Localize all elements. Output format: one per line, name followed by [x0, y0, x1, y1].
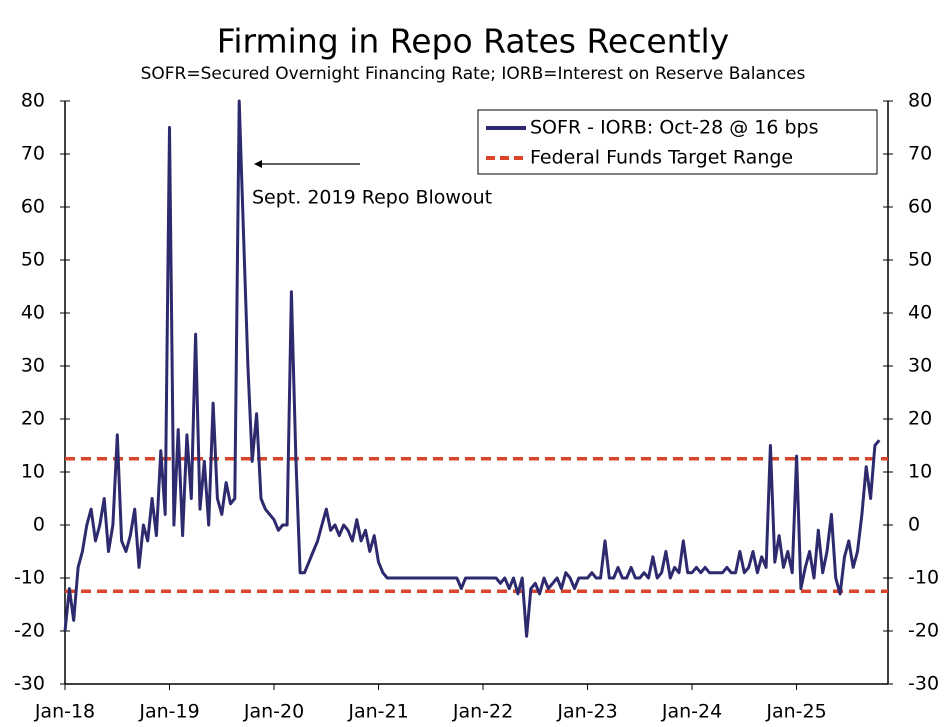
series-line: [63, 99, 881, 638]
x-tick-label: Jan-25: [765, 701, 826, 723]
y2-tick-label: 40: [908, 302, 932, 324]
legend-label: SOFR - IORB: Oct-28 @ 16 bps: [530, 117, 819, 139]
y-tick-label: 30: [21, 355, 45, 377]
x-tick-label: Jan-23: [556, 701, 617, 723]
x-tick-label: Jan-22: [452, 701, 513, 723]
y-tick-label: 20: [21, 408, 45, 430]
y-tick-label: 50: [21, 249, 45, 271]
y2-tick-label: 50: [908, 249, 932, 271]
y2-tick-label: 60: [908, 196, 932, 218]
annotation: Sept. 2019 Repo Blowout: [252, 187, 492, 209]
y-tick-label: 80: [21, 90, 45, 112]
y-tick-label: 60: [21, 196, 45, 218]
x-tick-label: Jan-21: [347, 701, 408, 723]
y-tick-label: 70: [21, 143, 45, 165]
y2-tick-label: 0: [908, 514, 920, 536]
y2-tick-label: -20: [908, 620, 939, 642]
chart-subtitle: SOFR=Secured Overnight Financing Rate; I…: [141, 64, 806, 84]
y2-tick-label: 20: [908, 408, 932, 430]
y2-tick-label: 10: [908, 461, 932, 483]
y2-tick-label: 80: [908, 90, 932, 112]
legend: [477, 109, 878, 175]
x-tick-label: Jan-20: [243, 701, 304, 723]
y2-tick-label: 70: [908, 143, 932, 165]
arrow-head: [254, 160, 262, 168]
y-tick-label: -30: [14, 673, 45, 695]
y-tick-label: -10: [14, 567, 45, 589]
x-tick-label: Jan-18: [34, 701, 95, 723]
y2-tick-label: -10: [908, 567, 939, 589]
y-tick-label: 0: [33, 514, 45, 536]
legend-label: Federal Funds Target Range: [530, 147, 793, 169]
x-tick-label: Jan-24: [661, 701, 722, 723]
y-tick-label: 10: [21, 461, 45, 483]
y2-tick-label: 30: [908, 355, 932, 377]
x-tick-label: Jan-19: [138, 701, 199, 723]
chart-title: Firming in Repo Rates Recently: [217, 22, 729, 61]
y2-tick-label: -30: [908, 673, 939, 695]
y-tick-label: -20: [14, 620, 45, 642]
y-tick-label: 40: [21, 302, 45, 324]
